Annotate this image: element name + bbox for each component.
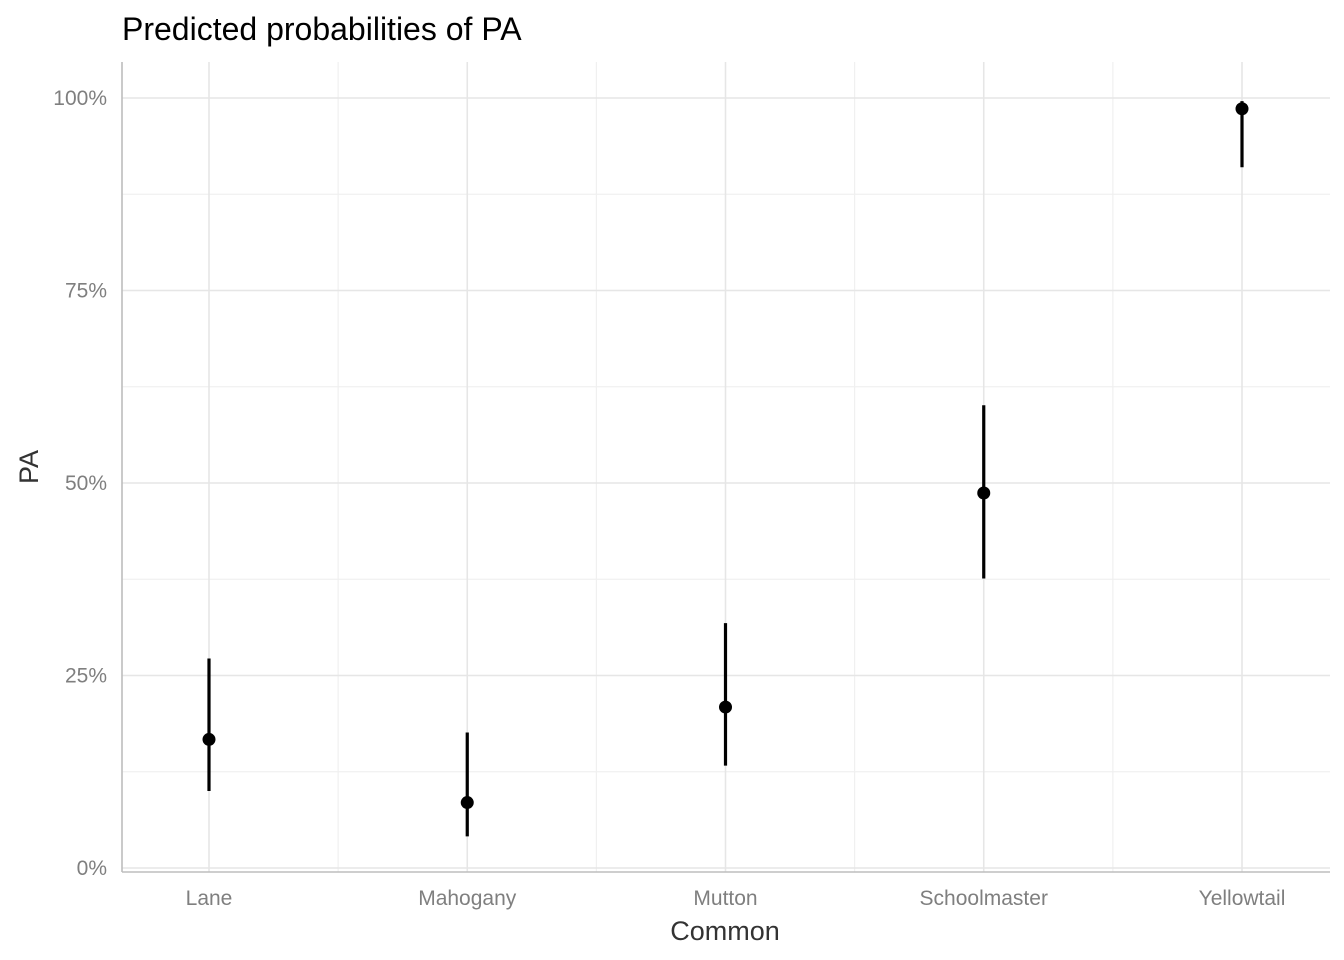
x-axis-title: Common (670, 916, 780, 946)
data-point (719, 700, 732, 714)
x-tick-label: Lane (186, 887, 233, 910)
x-tick-label: Mutton (693, 887, 757, 910)
y-axis-ticks: 0% 25% 50% 75% 100% (53, 87, 107, 880)
data-point (202, 732, 216, 746)
x-tick-label: Yellowtail (1199, 887, 1286, 910)
data-point (1235, 102, 1249, 116)
data-point (977, 486, 991, 500)
y-tick-label: 75% (65, 280, 107, 303)
y-axis-title: PA (14, 450, 44, 484)
x-tick-label: Schoolmaster (920, 887, 1048, 910)
chart-title: Predicted probabilities of PA (122, 11, 522, 47)
data-point (460, 796, 474, 810)
x-tick-label: Mahogany (418, 887, 517, 910)
y-tick-label: 100% (53, 87, 107, 110)
y-tick-label: 50% (65, 472, 107, 495)
y-tick-label: 0% (77, 857, 107, 880)
y-tick-label: 25% (65, 665, 107, 688)
data-marks (202, 101, 1249, 837)
x-axis-ticks: Lane Mahogany Mutton Schoolmaster Yellowtail (186, 887, 1286, 910)
